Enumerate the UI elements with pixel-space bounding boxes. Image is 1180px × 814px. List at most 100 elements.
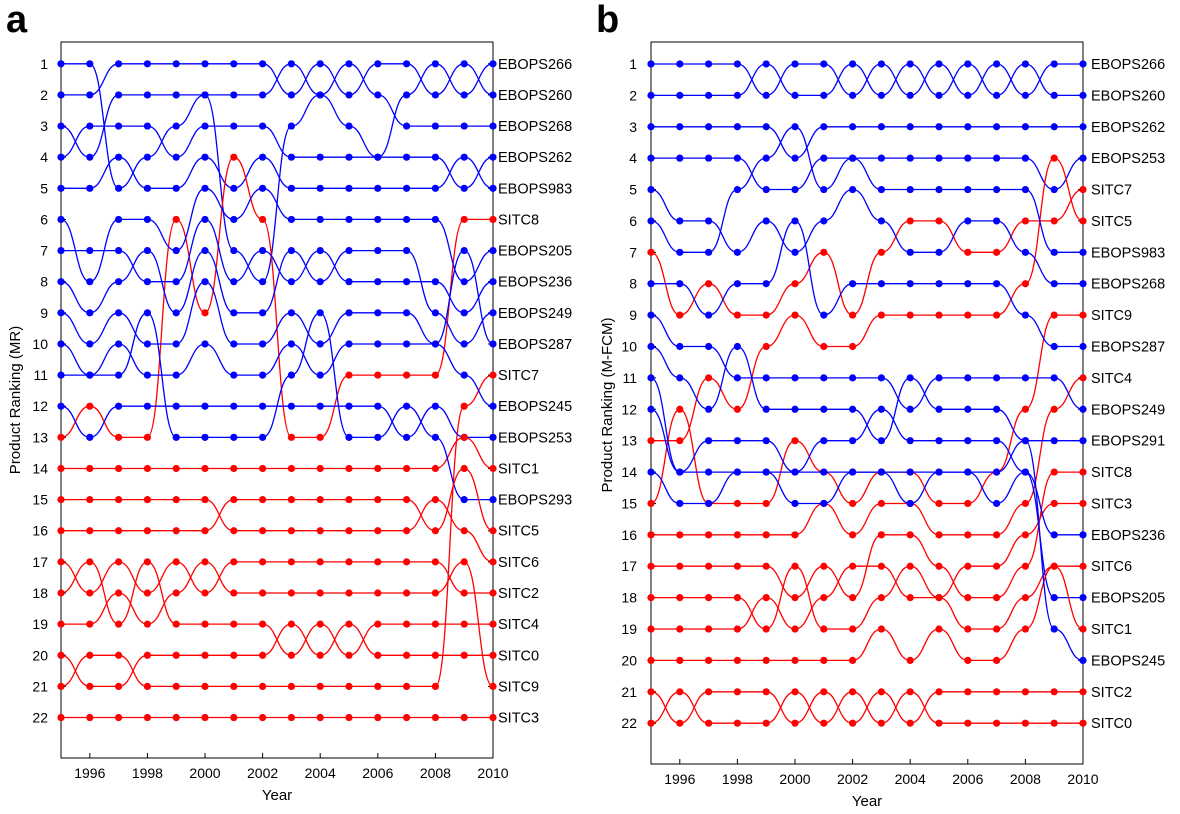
series-label: SITC5 <box>1091 214 1132 230</box>
data-point <box>57 153 65 161</box>
data-point <box>489 215 497 224</box>
x-tick-label: 2000 <box>779 771 810 787</box>
data-point <box>460 215 468 224</box>
data-point <box>287 60 295 68</box>
data-point <box>705 91 713 99</box>
data-point <box>230 246 238 255</box>
data-point <box>935 499 943 508</box>
data-point <box>820 656 828 665</box>
y-tick-label: 15 <box>621 495 637 511</box>
data-point <box>316 651 324 659</box>
data-point <box>403 651 411 659</box>
series-line-SITC6 <box>650 565 1083 630</box>
data-point <box>489 122 497 130</box>
data-point <box>345 496 353 504</box>
data-point <box>259 682 267 691</box>
data-point <box>705 405 713 413</box>
data-point <box>676 154 684 162</box>
data-point <box>647 91 655 99</box>
data-point <box>374 527 382 535</box>
data-point <box>906 60 914 68</box>
data-point <box>374 278 382 286</box>
x-axis-title: Year <box>262 787 292 804</box>
data-point <box>849 60 857 68</box>
data-point <box>647 562 655 570</box>
series-lines <box>60 63 494 719</box>
data-point <box>1079 248 1087 256</box>
data-point <box>431 153 439 161</box>
data-point <box>431 527 439 535</box>
y-tick-label: 22 <box>32 710 48 726</box>
data-point <box>647 342 655 351</box>
data-point <box>172 122 180 130</box>
data-point <box>86 433 94 441</box>
series-line-EBOPS983 <box>61 156 494 189</box>
data-point <box>172 371 180 379</box>
data-point <box>345 558 353 566</box>
data-point <box>172 60 180 68</box>
data-point <box>460 153 468 161</box>
data-point <box>993 688 1001 696</box>
data-point <box>993 123 1001 131</box>
x-tick-label: 1996 <box>74 765 105 781</box>
data-point <box>431 340 439 348</box>
data-point <box>705 217 713 225</box>
panel-letter: a <box>6 0 28 41</box>
data-point <box>791 311 799 319</box>
data-point <box>849 280 857 288</box>
data-point <box>647 280 655 288</box>
data-point <box>374 558 382 566</box>
series-line-SITC4 <box>60 561 493 656</box>
data-point <box>86 713 94 722</box>
y-tick-label: 8 <box>629 276 637 292</box>
data-point <box>935 154 943 162</box>
data-point <box>489 309 497 317</box>
series-label: EBOPS266 <box>498 57 572 73</box>
data-point <box>143 309 151 317</box>
series-label: EBOPS983 <box>498 181 572 197</box>
data-point <box>762 562 770 570</box>
data-point <box>172 620 180 628</box>
data-point <box>403 215 411 224</box>
data-point <box>993 185 1001 194</box>
y-tick-label: 1 <box>40 56 48 72</box>
data-point <box>287 402 295 410</box>
data-point <box>993 91 1001 99</box>
data-point <box>115 713 123 722</box>
y-tick-label: 5 <box>629 182 637 198</box>
data-point <box>1050 625 1058 633</box>
data-point <box>791 531 799 539</box>
data-point <box>705 374 713 382</box>
y-tick-label: 4 <box>40 149 48 165</box>
series-line-EBOPS266 <box>60 63 494 283</box>
series-line-SITC5 <box>651 157 1084 442</box>
data-point <box>86 278 94 286</box>
y-tick-label: 10 <box>32 336 48 352</box>
data-point <box>1050 374 1058 382</box>
data-point <box>259 527 267 535</box>
data-point <box>201 309 209 317</box>
data-point <box>86 527 94 535</box>
data-point <box>57 464 65 473</box>
series-label: SITC7 <box>498 368 539 384</box>
data-point <box>460 246 468 255</box>
data-point <box>374 496 382 504</box>
data-point <box>230 153 238 161</box>
series-markers <box>647 60 1087 727</box>
data-point <box>201 651 209 659</box>
data-point <box>1021 405 1029 413</box>
data-point <box>935 374 943 382</box>
data-point <box>403 682 411 691</box>
data-point <box>431 278 439 286</box>
data-point <box>345 215 353 224</box>
data-point <box>57 589 65 597</box>
series-label: EBOPS262 <box>1091 120 1165 136</box>
data-point <box>86 620 94 628</box>
data-point <box>906 185 914 194</box>
data-point <box>906 562 914 570</box>
data-point <box>849 594 857 602</box>
data-point <box>287 496 295 504</box>
data-point <box>647 594 655 602</box>
data-point <box>762 60 770 68</box>
y-tick-label: 7 <box>629 244 637 260</box>
